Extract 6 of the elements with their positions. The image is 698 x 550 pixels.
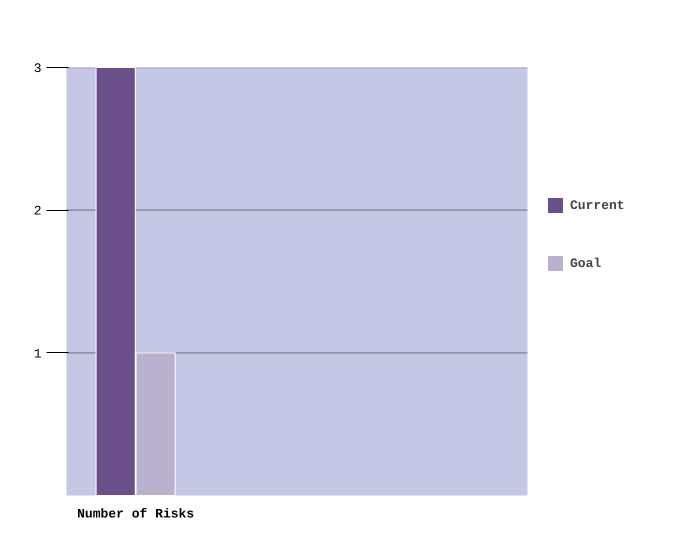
y-tick-label: 1 (34, 346, 42, 362)
y-tick-label: 2 (34, 204, 42, 219)
legend-label: Goal (570, 256, 602, 270)
y-tick-label: 3 (34, 61, 42, 76)
x-tick-label: Number of Risks (77, 506, 194, 522)
legend-label: Current (570, 198, 625, 212)
